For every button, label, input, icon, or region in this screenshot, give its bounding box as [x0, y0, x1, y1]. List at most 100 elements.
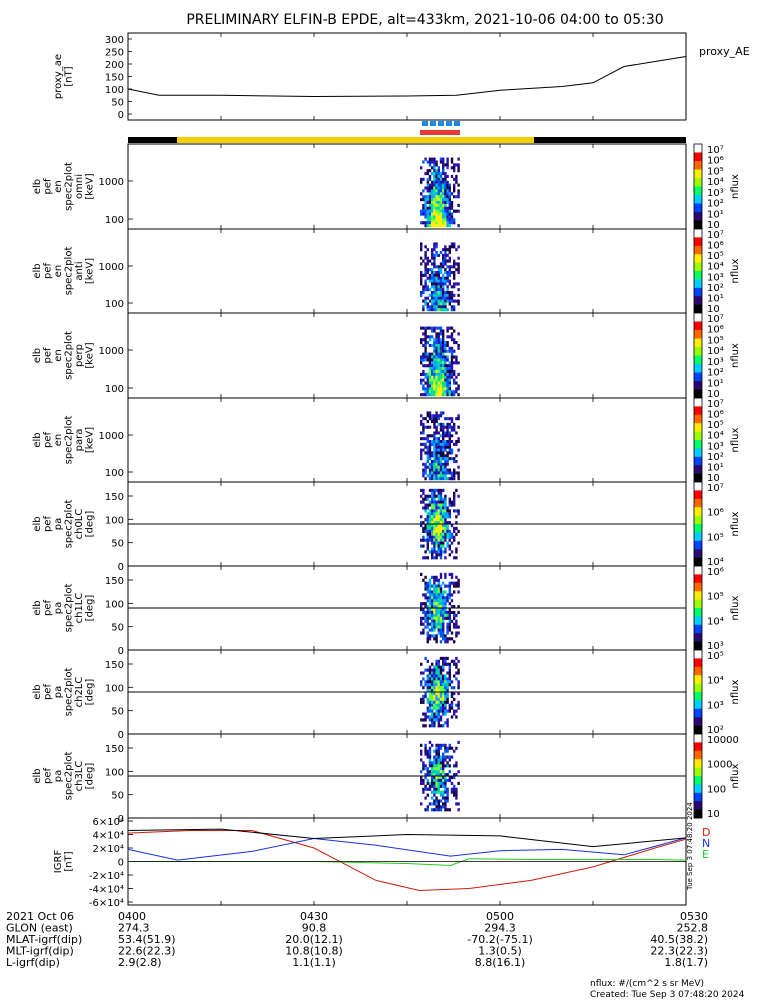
spectrogram-cell [448, 349, 451, 353]
panel-ylabel-line: spec2plot [63, 331, 74, 380]
spectrogram-cell [431, 764, 434, 768]
spectrogram-cell [437, 293, 440, 297]
panel-ylabel-line: perp [74, 344, 85, 367]
spectrogram-cell [433, 288, 436, 292]
spectrogram-cell [433, 358, 436, 362]
spectrogram-cell [439, 773, 443, 777]
spectrogram-cell [444, 349, 447, 353]
spectrogram-cell [431, 451, 434, 455]
spectrogram-cell [424, 253, 427, 257]
colorbar-segment [694, 641, 702, 651]
ephemeris-row-label: 2021 Oct 06 [6, 910, 74, 923]
spectrogram-cell [444, 712, 447, 716]
spectrogram-cell [448, 198, 451, 202]
spectrogram-cell [457, 195, 460, 199]
colorbar-tick-label: 10³ [707, 441, 724, 452]
spectrogram-cell [426, 177, 429, 181]
spectrogram-cell [439, 656, 443, 660]
spectrogram-cell [422, 221, 425, 225]
spectrogram-cell [439, 529, 443, 533]
spectrogram-cell [435, 605, 438, 609]
spectrogram-cell [442, 425, 445, 429]
spectrogram-cell [448, 500, 451, 504]
spectrogram-cell [424, 343, 427, 348]
spectrogram-cell [448, 457, 451, 461]
spectrogram-cell [457, 288, 460, 292]
colorbar-segment [694, 237, 702, 247]
colorbar-tick-label: 10⁵ [707, 532, 724, 543]
spectrogram-cell [446, 796, 449, 800]
spectrogram-cell [444, 524, 447, 528]
spectrogram-cell [433, 218, 436, 222]
spectrogram-cell [442, 192, 445, 196]
spectrogram-cell [435, 448, 438, 452]
spectrogram-cell [450, 541, 454, 545]
spectrogram-cell [435, 361, 438, 365]
colorbar-segment [694, 304, 702, 314]
spectrogram-cell [439, 448, 443, 452]
spectrogram-cell [435, 378, 438, 382]
colorbar-segment [694, 448, 702, 458]
spectrogram-cell [455, 390, 458, 394]
spectrogram-cell [431, 512, 434, 516]
spectrogram-cell [450, 206, 454, 210]
spectrogram-cell [428, 665, 432, 669]
spectrogram-cell [435, 358, 438, 362]
spectrogram-cell [444, 497, 447, 501]
spectrogram-cell [444, 251, 447, 255]
spectrogram-cell [422, 285, 425, 289]
spectrogram-cell [448, 346, 451, 350]
colorbar-segment [694, 330, 702, 339]
spectrogram-cell [433, 431, 436, 435]
spectrogram-cell [446, 273, 449, 277]
spectrogram-cell [437, 764, 440, 768]
spectrogram-cell [448, 808, 451, 812]
spectrogram-cell [435, 790, 438, 794]
spectrogram-cell [431, 390, 434, 394]
spectrogram-cell [435, 773, 438, 777]
spectrogram-cell [422, 203, 425, 207]
spectrogram-cell [431, 468, 434, 472]
spectrogram-cell [450, 425, 454, 429]
spectrogram-cell [433, 296, 436, 300]
spectrogram-cell [442, 497, 445, 501]
spectrogram-cell [426, 605, 429, 609]
spectrogram-cell [439, 326, 443, 330]
spectrogram-cell [426, 544, 429, 548]
spectrogram-cell [433, 680, 436, 684]
spectrogram-cell [450, 631, 454, 635]
panel-ylabel-line: spec2plot [63, 416, 74, 465]
spectrogram-cell [444, 177, 447, 181]
spectrogram-cell [448, 590, 451, 594]
spectrogram-cell [457, 700, 460, 704]
spectrogram-cell [426, 770, 429, 774]
spectrogram-cell [437, 417, 440, 421]
spectrogram-cell [457, 265, 460, 269]
ephemeris-value: 1.8(1.7) [664, 956, 708, 969]
spectrogram-cell [442, 355, 445, 359]
spectrogram-cell [435, 767, 438, 771]
spectrogram-cell [437, 808, 440, 812]
spectrogram-cell [422, 417, 425, 421]
spectrogram-cell [455, 790, 458, 794]
spectrogram-cell [431, 628, 434, 632]
spectrogram-cell [422, 198, 425, 202]
spectrogram-cell [422, 305, 425, 309]
spectrogram-cell [433, 299, 436, 303]
spectrogram-cell [439, 776, 443, 780]
spectrogram-cell [455, 442, 458, 446]
spectrogram-cell [431, 442, 434, 446]
colorbar-tick-label: 10⁴ [707, 431, 724, 442]
spectrogram-cell [422, 425, 425, 429]
spectrogram-cell [450, 535, 454, 539]
spectrogram-cell [444, 694, 447, 699]
spectrogram-cell [422, 206, 425, 210]
spectrogram-cell [428, 203, 432, 207]
spectrogram-cell [433, 778, 436, 783]
spectrogram-cell [437, 715, 440, 719]
spectrogram-cell [439, 471, 443, 475]
energy-y-tick-label: 1000 [99, 262, 124, 273]
colorbar-label: nflux [730, 595, 741, 620]
spectrogram-cell [442, 596, 445, 600]
spectrogram-cell [435, 677, 438, 681]
